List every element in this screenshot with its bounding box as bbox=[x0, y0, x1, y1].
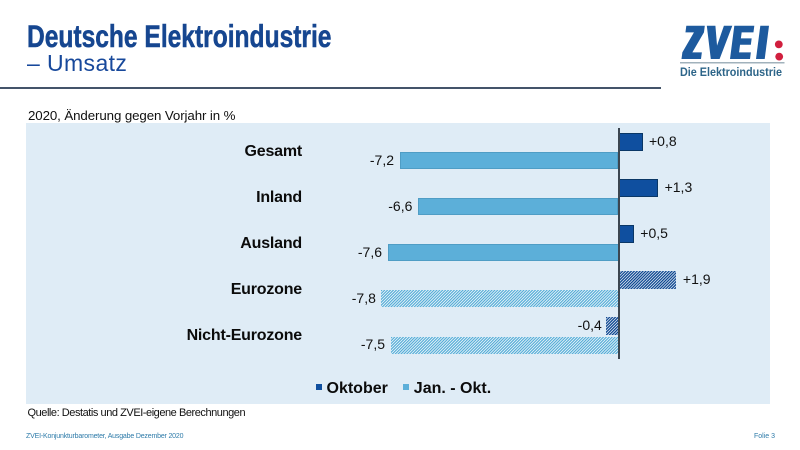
svg-text:Die Elektroindustrie: Die Elektroindustrie bbox=[680, 65, 782, 79]
